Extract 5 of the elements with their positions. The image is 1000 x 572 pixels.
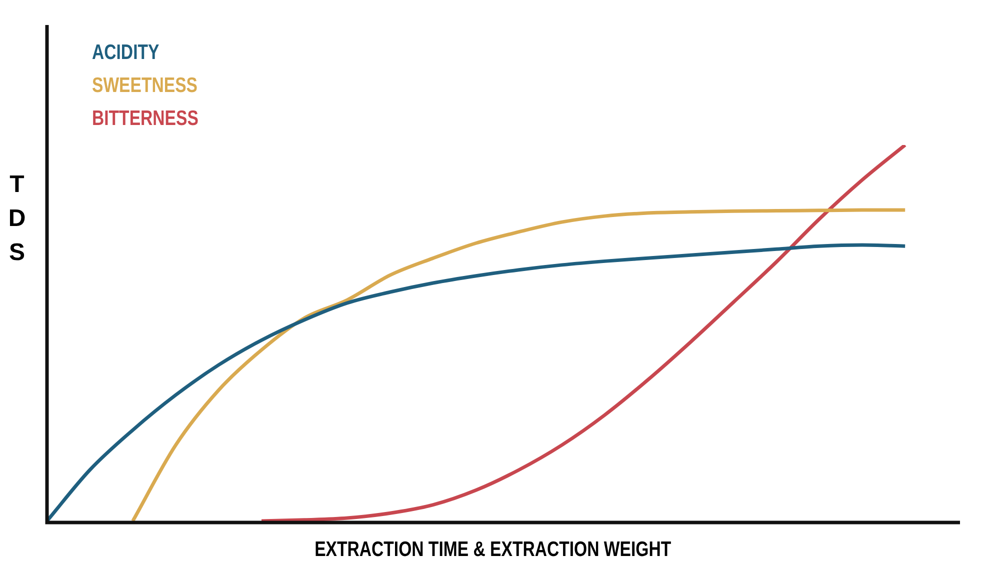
y-axis-title: TDS (8, 170, 26, 268)
text: ACIDITY (92, 40, 160, 66)
text: SWEETNESS (92, 73, 198, 99)
text: BITTERNESS (92, 106, 198, 132)
x-axis-title: EXTRACTION TIME & EXTRACTION WEIGHT (314, 538, 671, 562)
